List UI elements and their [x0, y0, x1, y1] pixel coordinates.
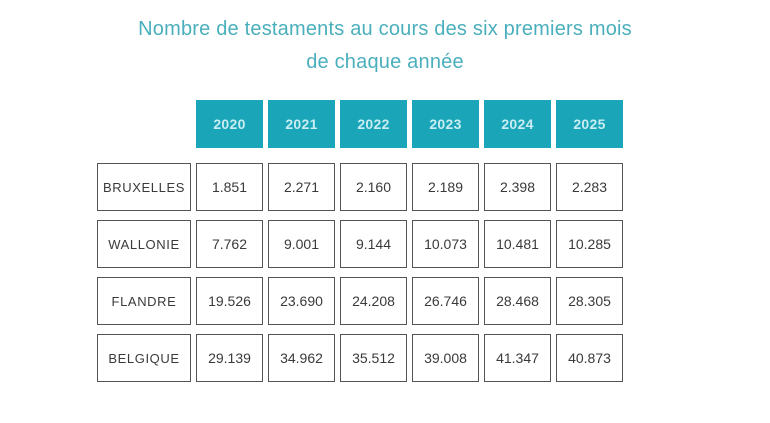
value-cell: 2.283: [556, 163, 623, 211]
value-cell: 23.690: [268, 277, 335, 325]
value-cell: 2.160: [340, 163, 407, 211]
year-header-row: 2020 2021 2022 2023 2024 2025: [97, 100, 623, 148]
value-cell: 29.139: [196, 334, 263, 382]
value-cell: 10.285: [556, 220, 623, 268]
row-label-belgique: BELGIQUE: [97, 334, 191, 382]
testaments-table: 2020 2021 2022 2023 2024 2025 BRUXELLES …: [97, 100, 623, 391]
value-cell: 35.512: [340, 334, 407, 382]
value-cell: 28.468: [484, 277, 551, 325]
value-cell: 39.008: [412, 334, 479, 382]
value-cell: 24.208: [340, 277, 407, 325]
title-line-2: de chaque année: [306, 51, 464, 73]
row-label-wallonie: WALLONIE: [97, 220, 191, 268]
value-cell: 28.305: [556, 277, 623, 325]
table-row-bruxelles: BRUXELLES 1.851 2.271 2.160 2.189 2.398 …: [97, 163, 623, 211]
value-cell: 34.962: [268, 334, 335, 382]
value-cell: 2.398: [484, 163, 551, 211]
value-cell: 2.189: [412, 163, 479, 211]
year-header-2020: 2020: [196, 100, 263, 148]
value-cell: 19.526: [196, 277, 263, 325]
value-cell: 10.073: [412, 220, 479, 268]
title-line-1: Nombre de testaments au cours des six pr…: [138, 18, 632, 40]
value-cell: 9.144: [340, 220, 407, 268]
table-row-flandre: FLANDRE 19.526 23.690 24.208 26.746 28.4…: [97, 277, 623, 325]
chart-title: Nombre de testaments au cours des six pr…: [0, 0, 770, 79]
value-cell: 41.347: [484, 334, 551, 382]
value-cell: 9.001: [268, 220, 335, 268]
value-cell: 26.746: [412, 277, 479, 325]
row-label-flandre: FLANDRE: [97, 277, 191, 325]
year-header-2021: 2021: [268, 100, 335, 148]
year-header-2025: 2025: [556, 100, 623, 148]
table-row-wallonie: WALLONIE 7.762 9.001 9.144 10.073 10.481…: [97, 220, 623, 268]
row-label-bruxelles: BRUXELLES: [97, 163, 191, 211]
table-row-belgique: BELGIQUE 29.139 34.962 35.512 39.008 41.…: [97, 334, 623, 382]
value-cell: 7.762: [196, 220, 263, 268]
year-header-2024: 2024: [484, 100, 551, 148]
value-cell: 1.851: [196, 163, 263, 211]
year-header-2023: 2023: [412, 100, 479, 148]
year-header-2022: 2022: [340, 100, 407, 148]
value-cell: 40.873: [556, 334, 623, 382]
value-cell: 10.481: [484, 220, 551, 268]
header-spacer: [97, 100, 191, 148]
value-cell: 2.271: [268, 163, 335, 211]
